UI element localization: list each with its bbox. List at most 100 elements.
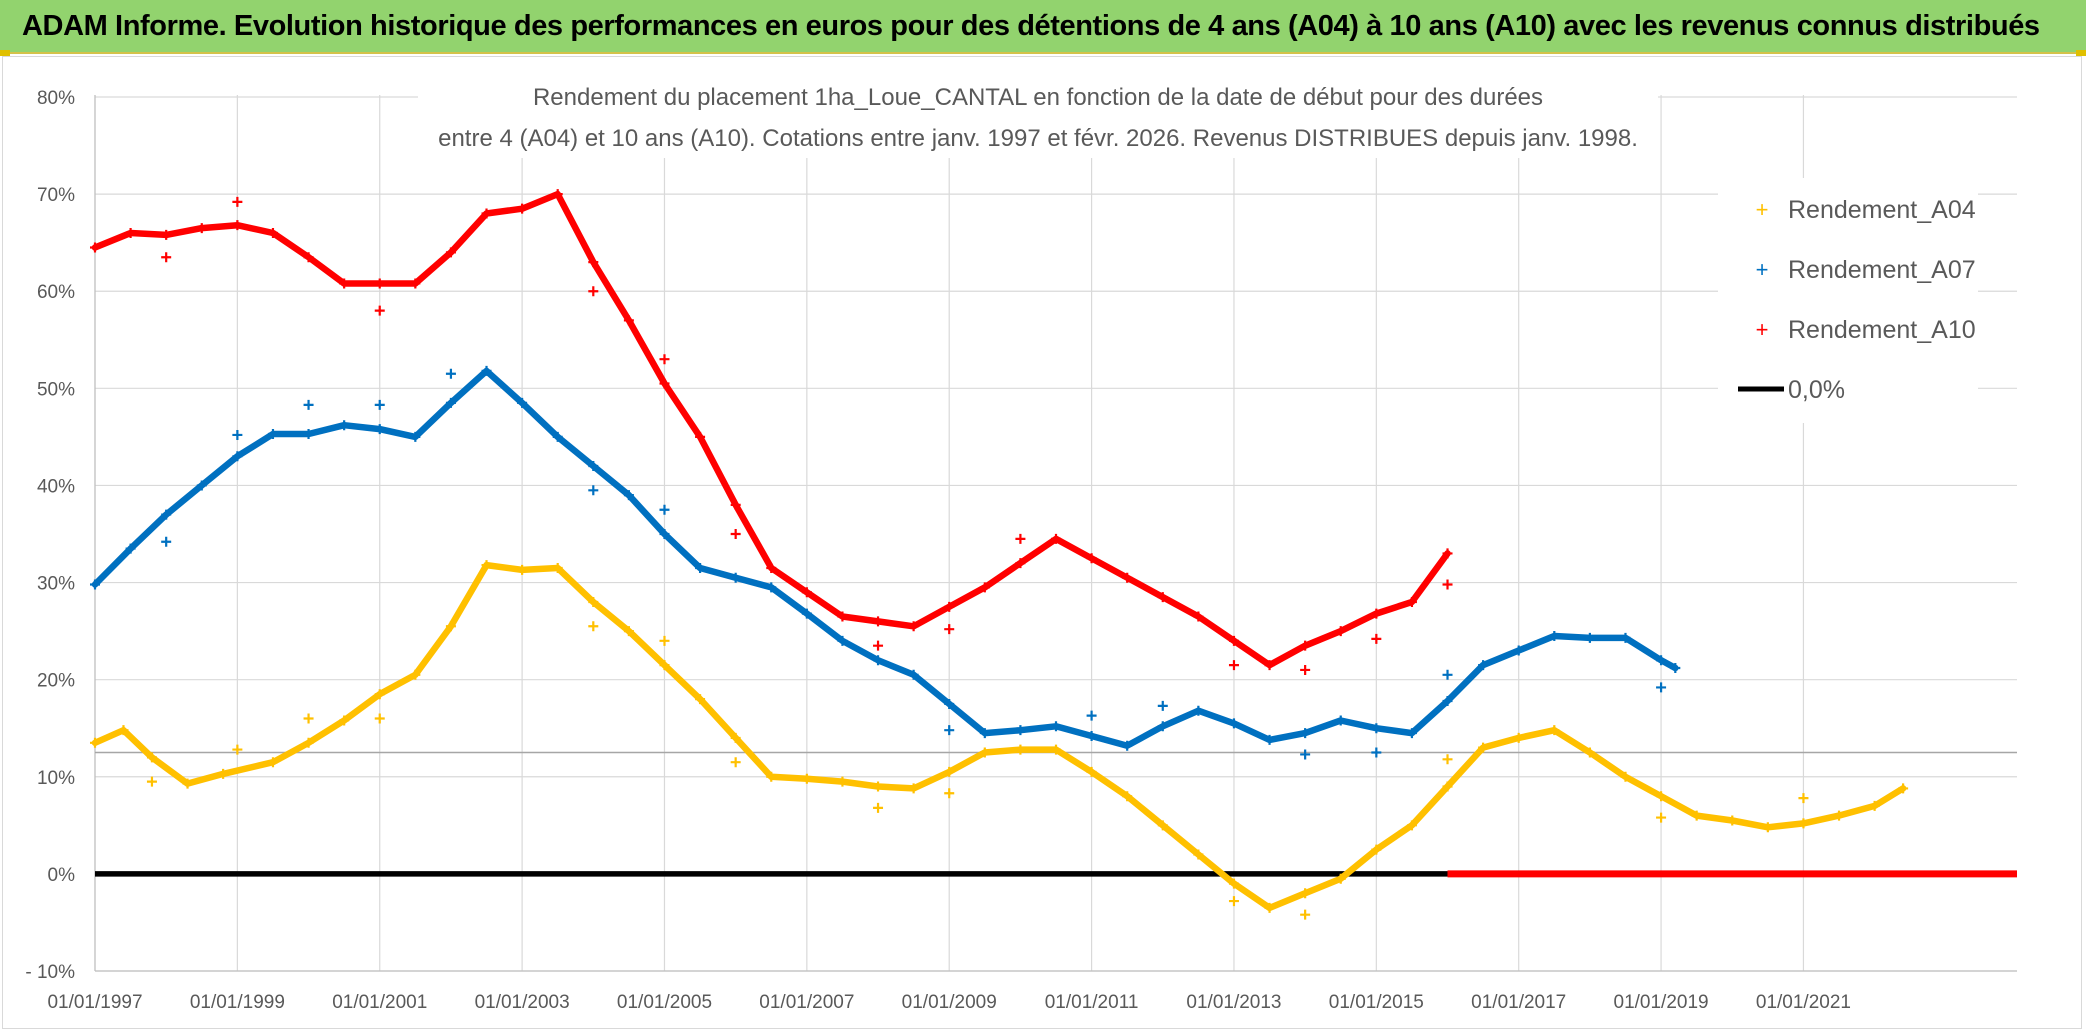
series-a07-outlier [1300, 749, 1311, 760]
y-tick-label: 50% [37, 379, 75, 400]
series-a04-outlier [232, 744, 243, 755]
series-a04-point [1300, 888, 1311, 899]
x-axis-labels: 01/01/1997 01/01/1999 01/01/2001 01/01/2003… [47, 992, 1851, 1013]
y-tick-label: 20% [37, 671, 75, 692]
series-a04-point [1869, 800, 1880, 811]
series-a07-point [481, 365, 492, 376]
chart-title-line-1: Rendement du placement 1ha_Loue_CANTAL e… [533, 84, 1543, 111]
series-a10-outlier [659, 354, 670, 365]
series-a07-outlier [161, 536, 172, 547]
series-a10-point [1193, 611, 1204, 622]
x-tick-label: 01/01/2013 [1186, 992, 1281, 1013]
series-a07-point [267, 428, 278, 439]
series-a07-outlier [588, 485, 599, 496]
y-tick-label: 70% [37, 185, 75, 206]
series-a07-point [730, 572, 741, 583]
series-a07-point [1015, 725, 1026, 736]
series-a07-point [1051, 721, 1061, 732]
banner-corner-left [0, 50, 10, 56]
series-a07-outlier [944, 725, 955, 736]
series-a07-point [1670, 663, 1681, 674]
series-a04-point [908, 783, 919, 794]
x-tick-label: 01/01/1997 [47, 992, 142, 1013]
series-a10-point [766, 562, 777, 573]
banner-corner-right [2076, 50, 2086, 56]
x-tick-label: 01/01/2009 [902, 992, 997, 1013]
series-a10-point [1122, 572, 1133, 583]
series-a07-point [1584, 632, 1595, 643]
series-a10-point [1442, 548, 1453, 559]
series-a10-point [588, 257, 599, 268]
series-a04-band [91, 561, 1907, 912]
series-a04-outlier [1798, 793, 1809, 804]
series-a10-point [1015, 558, 1026, 569]
x-tick-label: 01/01/2017 [1471, 992, 1566, 1013]
series-a07 [90, 365, 1681, 760]
series-a04-outlier [146, 776, 157, 787]
series-a10-point [1051, 533, 1061, 544]
series-a04-point [1691, 810, 1702, 821]
series-a04-point [766, 771, 777, 782]
series-a10-point [873, 616, 884, 627]
series-a10-point [410, 278, 421, 289]
legend: + Rendement_A04 + Rendement_A07 + Rendem… [1718, 178, 1978, 423]
series-a04-point [303, 737, 314, 748]
x-tick-label: 01/01/2015 [1329, 992, 1424, 1013]
series-a10-point [730, 499, 741, 510]
series-a04-point [1086, 766, 1097, 777]
legend-label-a04[interactable]: Rendement_A04 [1788, 196, 1976, 224]
series-a04-point [267, 757, 278, 768]
series-a10-point [445, 247, 456, 258]
series-a04-outlier [374, 713, 385, 724]
series-a04-point [1051, 744, 1061, 755]
series-a07-point [125, 543, 136, 554]
series-a10-point [339, 278, 350, 289]
series-a04-point [410, 669, 421, 680]
series-a10-outlier [588, 286, 599, 297]
series-a04-point [182, 778, 193, 789]
series-a07-point [1513, 645, 1524, 656]
series-a07-point [944, 698, 955, 709]
series-a07-point [161, 509, 172, 520]
legend-label-zero[interactable]: 0,0% [1788, 376, 1845, 404]
y-axis-labels: - 10% 0% 10% 20% 30% 40% 50% 60% 70% 80% [25, 88, 75, 983]
series-a04-point [1193, 849, 1204, 860]
series-a04-point [374, 689, 385, 700]
series-a10-outlier [730, 529, 741, 539]
x-tick-label: 01/01/1999 [190, 992, 285, 1013]
series-a10-point [1086, 553, 1097, 564]
series-a04-point [1584, 747, 1595, 758]
series-a04-point [1122, 791, 1133, 802]
series-a07-point [659, 529, 670, 539]
series-a10-outlier [161, 252, 172, 263]
x-tick-label: 01/01/2001 [332, 992, 427, 1013]
series-a10-outlier [374, 305, 385, 316]
series-a10-point [944, 601, 955, 612]
series-a07-point [873, 655, 884, 666]
series-a04-point [730, 732, 741, 743]
series-layer [90, 189, 2017, 920]
series-a07-point [1656, 655, 1667, 666]
series-a04-point [1513, 732, 1524, 743]
series-a04-point [944, 766, 955, 777]
legend-label-a10[interactable]: Rendement_A10 [1788, 316, 1976, 344]
series-a10-outlier [232, 196, 243, 207]
x-tick-label: 01/01/2005 [617, 992, 712, 1013]
legend-label-a07[interactable]: Rendement_A07 [1788, 256, 1976, 284]
legend-marker-a04: + [1756, 197, 1769, 222]
series-a04-point [1264, 902, 1275, 913]
series-a04-point [623, 626, 634, 637]
series-a07-point [1086, 730, 1097, 741]
series-a04-point [1727, 815, 1738, 826]
x-tick-label: 01/01/2019 [1614, 992, 1709, 1013]
y-tick-label: 30% [37, 574, 75, 595]
series-a10-point [125, 227, 136, 238]
series-a10-point [232, 220, 243, 231]
series-a04-point [1834, 810, 1845, 821]
series-a10-point [908, 621, 919, 632]
series-a10-point [695, 431, 706, 442]
y-tick-label: - 10% [25, 962, 75, 983]
series-a07-point [766, 582, 777, 593]
series-a07-outlier [445, 368, 456, 379]
